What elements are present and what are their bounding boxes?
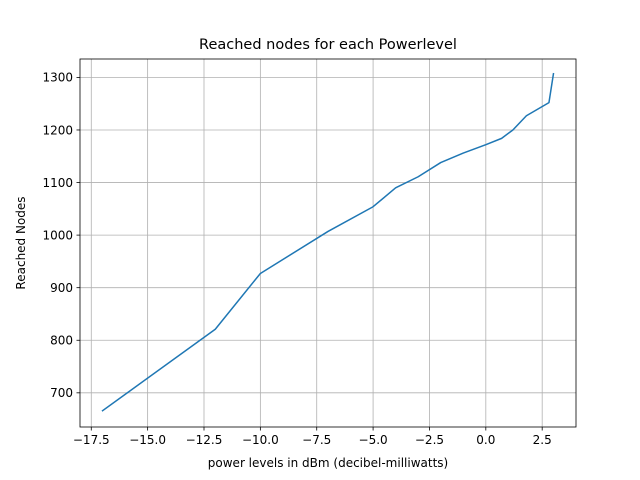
x-tick-label: −5.0 — [359, 433, 388, 447]
series-layer — [101, 72, 555, 412]
y-tick-label: 1300 — [42, 71, 73, 85]
y-axis-label: Reached Nodes — [14, 196, 28, 289]
y-tick-label: 900 — [50, 281, 73, 295]
y-tick-label: 1100 — [42, 176, 73, 190]
y-tick-label: 700 — [50, 386, 73, 400]
x-tick-label: −2.5 — [415, 433, 444, 447]
x-tick-label: −15.0 — [129, 433, 166, 447]
plot-frame — [79, 58, 577, 428]
y-tick-label: 800 — [50, 334, 73, 348]
y-tick-label: 1000 — [42, 228, 73, 242]
x-tick-label: 0.0 — [476, 433, 495, 447]
grid — [80, 59, 576, 427]
series-line — [101, 72, 555, 412]
x-tick-label: 2.5 — [533, 433, 552, 447]
x-tick-label: −10.0 — [242, 433, 279, 447]
x-axis-label: power levels in dBm (decibel-milliwatts) — [208, 456, 448, 470]
x-tick-label: −17.5 — [73, 433, 110, 447]
chart-title: Reached nodes for each Powerlevel — [199, 37, 457, 53]
ticks: −17.5 −15.0 −12.5 −10.0 −7.5 −5.0 −2.5 0.0 2.5 70… — [42, 71, 551, 447]
x-tick-label: −7.5 — [302, 433, 331, 447]
x-tick-label: −12.5 — [186, 433, 223, 447]
y-tick-label: 1200 — [42, 123, 73, 137]
